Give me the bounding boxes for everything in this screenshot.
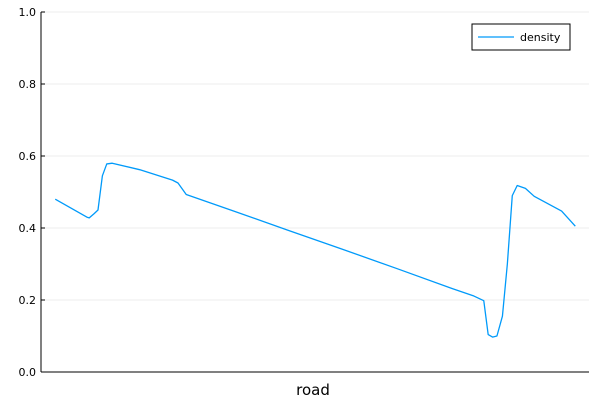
y-tick-label: 0.4 [19, 222, 37, 235]
y-tick-labels: 0.0 0.2 0.4 0.6 0.8 1.0 [19, 6, 37, 379]
y-tick-label: 0.2 [19, 294, 37, 307]
axes [40, 11, 589, 373]
y-tick-label: 0.8 [19, 78, 37, 91]
legend-label-density: density [520, 31, 561, 44]
grid-lines [41, 11, 589, 373]
y-tick-label: 0.6 [19, 150, 37, 163]
x-axis-label: road [296, 381, 330, 399]
series-layer [54, 162, 576, 338]
legend: density [471, 23, 571, 51]
y-tick-label: 1.0 [19, 6, 37, 19]
series-line-density [54, 162, 576, 338]
y-tick-label: 0.0 [19, 366, 37, 379]
